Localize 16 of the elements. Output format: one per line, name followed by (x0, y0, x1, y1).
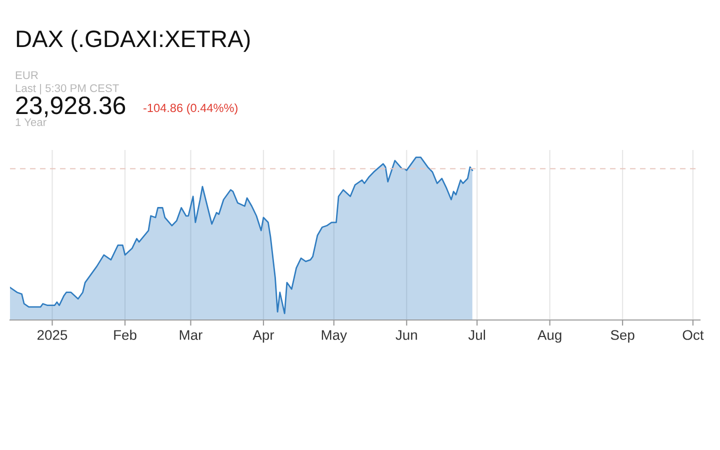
text: EUR (16, 71, 38, 80)
x-tick-label: 2025 (37, 330, 68, 340)
text: -104.86 (0.44%%) (144, 103, 238, 114)
text: 1 Year (16, 118, 46, 126)
x-tick-label: Aug (537, 330, 562, 343)
x-tick-label: May (322, 330, 347, 343)
x-tick-label: Sep (610, 330, 634, 343)
x-tick-label: Mar (180, 330, 202, 340)
x-tick-label: Feb (114, 330, 136, 340)
x-tick-label: Oct (682, 330, 704, 340)
chart-title: DAX (.GDAXI:XETRA) (16, 30, 250, 52)
x-tick-label: Jun (396, 330, 417, 340)
x-tick-label: Apr (252, 330, 274, 343)
text: 23,928.36 (16, 96, 126, 118)
x-tick-label: Jul (468, 330, 485, 340)
text: Last | 5:30 PM CEST (16, 84, 119, 94)
